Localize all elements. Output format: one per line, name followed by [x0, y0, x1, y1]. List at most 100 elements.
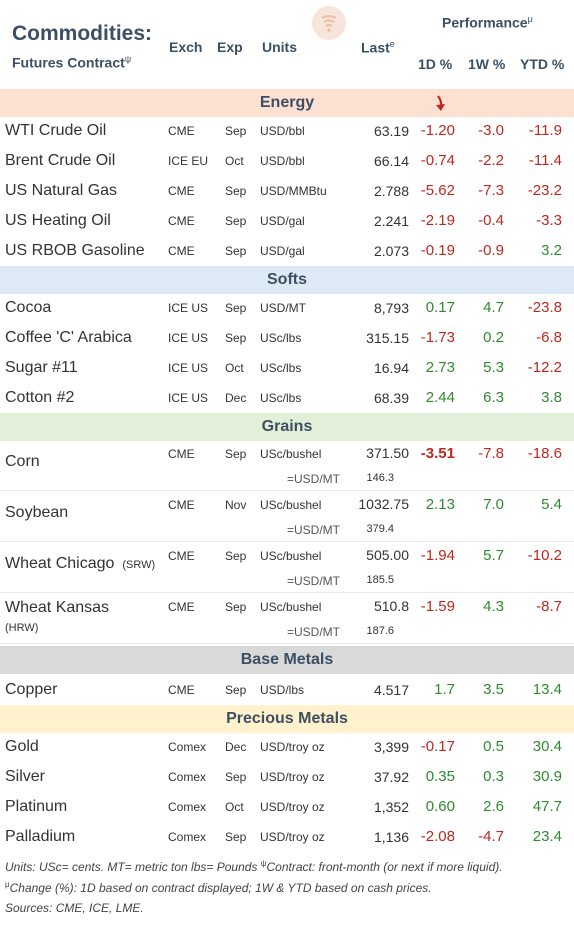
units: USD/troy oz — [260, 740, 325, 754]
expiry: Sep — [225, 770, 247, 784]
exchange: Comex — [168, 770, 207, 784]
commodity-name: WTI Crude Oil — [5, 122, 107, 139]
energy-row: Brent Crude Oil ICE EU Oct USD/bbl 66.14 -0.7… — [0, 146, 574, 176]
exchange: ICE US — [168, 391, 209, 405]
commodity-name-text: Wheat Chicago — [5, 555, 115, 572]
expiry: Nov — [225, 498, 247, 512]
change-ytd: 30.4 — [532, 738, 562, 755]
units: USc/bushel — [260, 447, 322, 461]
commodity-name: Coffee 'C' Arabica — [5, 329, 132, 346]
exchange: ICE EU — [168, 154, 209, 168]
commodity-name: Wheat Chicago (SRW) — [5, 555, 155, 573]
change-1w: 0.3 — [483, 768, 504, 785]
energy-row: US Natural Gas CME Sep USD/MMBtu 2.788 -5.62 -… — [0, 176, 574, 206]
units: USD/MMBtu — [260, 184, 327, 198]
precious-metals-row: Platinum Comex Oct USD/troy oz 1,352 0.60 2.6 4… — [0, 792, 574, 822]
expiry: Dec — [225, 391, 247, 405]
col-header-ytd: YTD % — [520, 56, 565, 72]
last-price: 63.19 — [373, 123, 409, 139]
brand-logo-icon — [312, 6, 346, 40]
change-1d: -1.73 — [420, 329, 455, 346]
last-price: 505.00 — [366, 547, 409, 563]
commodity-name: Corn — [5, 453, 40, 471]
change-1d: 0.35 — [425, 768, 455, 785]
base-metals-row: Copper CME Sep USD/lbs 4.517 1.7 3.5 13.4 — [0, 675, 574, 705]
page-subtitle: Futures Contractψ — [12, 54, 132, 71]
last-price: 2.073 — [373, 243, 409, 259]
exchange: CME — [168, 549, 195, 563]
units: USD/troy oz — [260, 800, 325, 814]
units: USD/MT — [260, 301, 306, 315]
section-energy: Energy — [0, 89, 574, 117]
expiry: Sep — [225, 124, 247, 138]
change-1d: -3.51 — [420, 445, 455, 462]
change-1d: 2.73 — [425, 359, 455, 376]
change-1w: 0.5 — [483, 738, 504, 755]
units: USD/troy oz — [260, 830, 325, 844]
exchange: CME — [168, 184, 195, 198]
energy-row: US Heating Oil CME Sep USD/gal 2.241 -2.19 -0.… — [0, 206, 574, 236]
exchange: Comex — [168, 740, 207, 754]
expiry: Oct — [225, 361, 244, 375]
commodity-name: Palladium — [5, 828, 76, 845]
units: USc/bushel — [260, 600, 322, 614]
col-header-last: Laste — [361, 39, 395, 56]
expiry: Sep — [225, 549, 247, 563]
change-1d: -0.74 — [420, 152, 455, 169]
change-ytd: -18.6 — [527, 445, 562, 462]
exchange: CME — [168, 683, 195, 697]
change-1d: -5.62 — [420, 182, 455, 199]
change-1w: 4.3 — [483, 598, 504, 615]
exchange: ICE US — [168, 301, 209, 315]
change-ytd: -11.4 — [528, 152, 562, 169]
energy-row: WTI Crude Oil CME Sep USD/bbl 63.19 -1.20 -3.0… — [0, 116, 574, 146]
wheat-class-tag: (HRW) — [5, 622, 39, 634]
change-ytd: -3.3 — [536, 212, 562, 229]
commodity-name: Cotton #2 — [5, 389, 75, 406]
units: USD/troy oz — [260, 770, 325, 784]
last-price: 2.788 — [373, 183, 409, 199]
exchange: CME — [168, 600, 195, 614]
expiry: Oct — [225, 800, 244, 814]
units: USD/bbl — [260, 154, 305, 168]
expiry: Sep — [225, 683, 247, 697]
change-ytd: -11.9 — [528, 122, 562, 139]
footer-note-units: Units: USc= cents. MT= metric ton lbs= P… — [5, 859, 503, 874]
converted-units-label: =USD/MT — [287, 625, 341, 639]
last-price: 1,136 — [373, 829, 409, 845]
last-price: 1032.75 — [358, 496, 409, 512]
softs-row: Coffee 'C' Arabica ICE US Sep USc/lbs 315.15… — [0, 323, 574, 353]
change-1w: -0.4 — [478, 212, 504, 229]
last-price: 8,793 — [373, 300, 409, 316]
change-ytd: 3.2 — [541, 242, 562, 259]
softs-row: Cotton #2 ICE US Dec USc/lbs 68.39 2.44 6.3 3.8 — [0, 383, 574, 413]
change-ytd: -10.2 — [527, 547, 562, 564]
change-ytd: 13.4 — [532, 681, 562, 698]
change-ytd: 5.4 — [541, 496, 562, 513]
last-price: 315.15 — [366, 330, 409, 346]
softs-row: Sugar #11 ICE US Oct USc/lbs 16.94 2.73 5.3 -12… — [0, 353, 574, 383]
change-1w: -0.9 — [478, 242, 504, 259]
exchange: CME — [168, 498, 195, 512]
converted-units-label: =USD/MT — [287, 472, 341, 486]
energy-row: US RBOB Gasoline CME Sep USD/gal 2.073 -0.19 -… — [0, 236, 574, 266]
change-1d: -1.20 — [420, 122, 455, 139]
change-1d: -2.08 — [420, 828, 455, 845]
expiry: Sep — [225, 214, 247, 228]
change-1d: -0.17 — [420, 738, 455, 755]
change-ytd: -23.8 — [527, 299, 562, 316]
last-price: 371.50 — [366, 445, 409, 461]
change-1w: 5.7 — [483, 547, 504, 564]
change-ytd: 30.9 — [532, 768, 562, 785]
commodity-name-text: Soybean — [5, 504, 69, 521]
commodity-name: US RBOB Gasoline — [5, 242, 145, 259]
expiry: Sep — [225, 184, 247, 198]
exchange: CME — [168, 244, 195, 258]
change-ytd: -8.7 — [536, 598, 562, 615]
change-ytd: -12.2 — [527, 359, 562, 376]
exchange: Comex — [168, 800, 207, 814]
converted-units-label: =USD/MT — [287, 523, 341, 537]
units: USD/gal — [260, 244, 305, 258]
precious-metals-row: Silver Comex Sep USD/troy oz 37.92 0.35 0.3 30.… — [0, 762, 574, 792]
col-header-units: Units — [262, 39, 297, 55]
